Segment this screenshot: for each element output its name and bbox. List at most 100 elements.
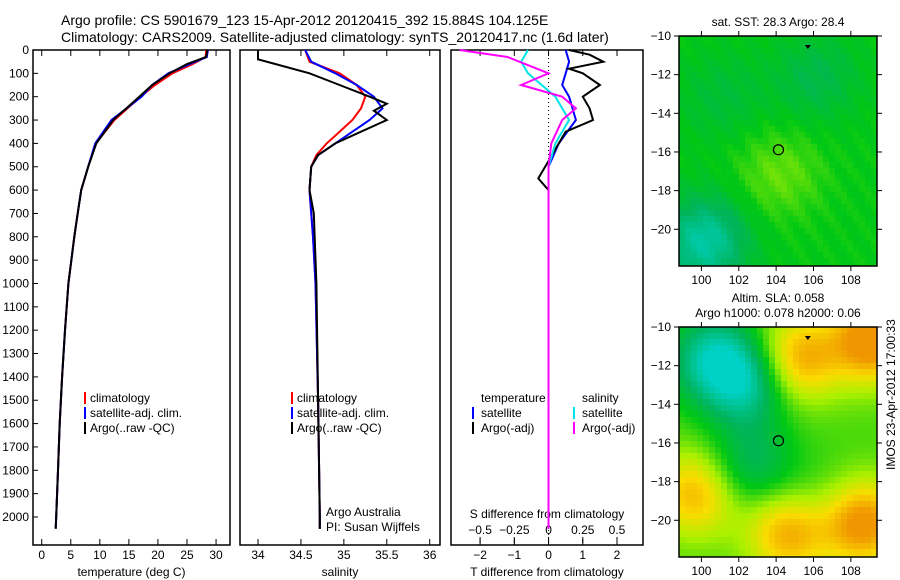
map-cell: [871, 519, 877, 525]
map-cell: [823, 132, 829, 138]
map-cell: [757, 339, 763, 345]
map-cell: [745, 543, 751, 549]
map-cell: [763, 84, 769, 90]
map-cell: [817, 393, 823, 399]
map-cell: [847, 120, 853, 126]
map-cell: [703, 501, 709, 507]
x-tick-label: −1: [507, 548, 521, 562]
map-cell: [781, 369, 787, 375]
map-cell: [715, 48, 721, 54]
map-cell: [793, 228, 799, 234]
map-cell: [715, 234, 721, 240]
map-cell: [703, 228, 709, 234]
map-cell: [829, 144, 835, 150]
map-cell: [727, 483, 733, 489]
map-cell: [799, 198, 805, 204]
map-cell: [775, 489, 781, 495]
map-cell: [811, 363, 817, 369]
map-cell: [745, 246, 751, 252]
map-cell: [763, 90, 769, 96]
map-cell: [745, 168, 751, 174]
map-cell: [793, 477, 799, 483]
map-cell: [763, 507, 769, 513]
map-cell: [835, 66, 841, 72]
map-cell: [841, 84, 847, 90]
map-cell: [805, 264, 811, 266]
map-cell: [739, 138, 745, 144]
map-cell: [721, 399, 727, 405]
map-cell: [679, 357, 685, 363]
map-cell: [823, 471, 829, 477]
map-cell: [703, 216, 709, 222]
map-cell: [817, 375, 823, 381]
map-cell: [757, 48, 763, 54]
map-cell: [751, 144, 757, 150]
map-cell: [739, 447, 745, 453]
map-cell: [787, 489, 793, 495]
map-cell: [751, 252, 757, 258]
map-cell: [715, 240, 721, 246]
map-cell: [859, 423, 865, 429]
map-cell: [691, 483, 697, 489]
map-cell: [841, 240, 847, 246]
map-cell: [721, 483, 727, 489]
map-cell: [787, 495, 793, 501]
map-cell: [811, 405, 817, 411]
map-cell: [817, 192, 823, 198]
map-cell: [703, 48, 709, 54]
y-tick-label: 1500: [2, 393, 29, 407]
map-cell: [817, 363, 823, 369]
map-cell: [721, 489, 727, 495]
map-cell: [775, 429, 781, 435]
map-cell: [679, 174, 685, 180]
map-cell: [739, 156, 745, 162]
map-cell: [697, 405, 703, 411]
map-cell: [829, 453, 835, 459]
map-cell: [805, 339, 811, 345]
map-cell: [685, 192, 691, 198]
map-cell: [709, 489, 715, 495]
map-cell: [805, 471, 811, 477]
map-cell: [685, 351, 691, 357]
map-cell: [775, 36, 781, 42]
map-cell: [859, 345, 865, 351]
map-cell: [703, 357, 709, 363]
map-cell: [709, 114, 715, 120]
x-tick-label: 10: [93, 548, 107, 562]
map-cell: [847, 156, 853, 162]
x-axis-label: T difference from climatology: [470, 565, 624, 579]
legend-label: climatology: [297, 391, 357, 405]
map-cell: [817, 537, 823, 543]
map-cell: [781, 198, 787, 204]
map-cell: [691, 447, 697, 453]
s-axis-label: S difference from climatology: [470, 507, 625, 521]
map-cell: [871, 102, 877, 108]
map-cell: [787, 537, 793, 543]
map-cell: [745, 375, 751, 381]
map-cell: [739, 66, 745, 72]
map-cell: [799, 90, 805, 96]
map-cell: [757, 327, 763, 333]
map-cell: [727, 543, 733, 549]
map-cell: [805, 405, 811, 411]
map-cell: [703, 465, 709, 471]
map-cell: [733, 264, 739, 266]
map-cell: [733, 465, 739, 471]
map-cell: [763, 411, 769, 417]
map-cell: [817, 489, 823, 495]
map-cell: [829, 210, 835, 216]
map-cell: [763, 483, 769, 489]
map-cell: [805, 96, 811, 102]
map-cell: [829, 246, 835, 252]
map-cell: [865, 162, 871, 168]
map-cell: [769, 477, 775, 483]
map-cell: [679, 222, 685, 228]
map-cell: [733, 240, 739, 246]
map-cell: [823, 138, 829, 144]
map-cell: [751, 429, 757, 435]
map-cell: [769, 375, 775, 381]
map-cell: [763, 423, 769, 429]
map-cell: [853, 489, 859, 495]
map-cell: [859, 240, 865, 246]
map-cell: [793, 174, 799, 180]
